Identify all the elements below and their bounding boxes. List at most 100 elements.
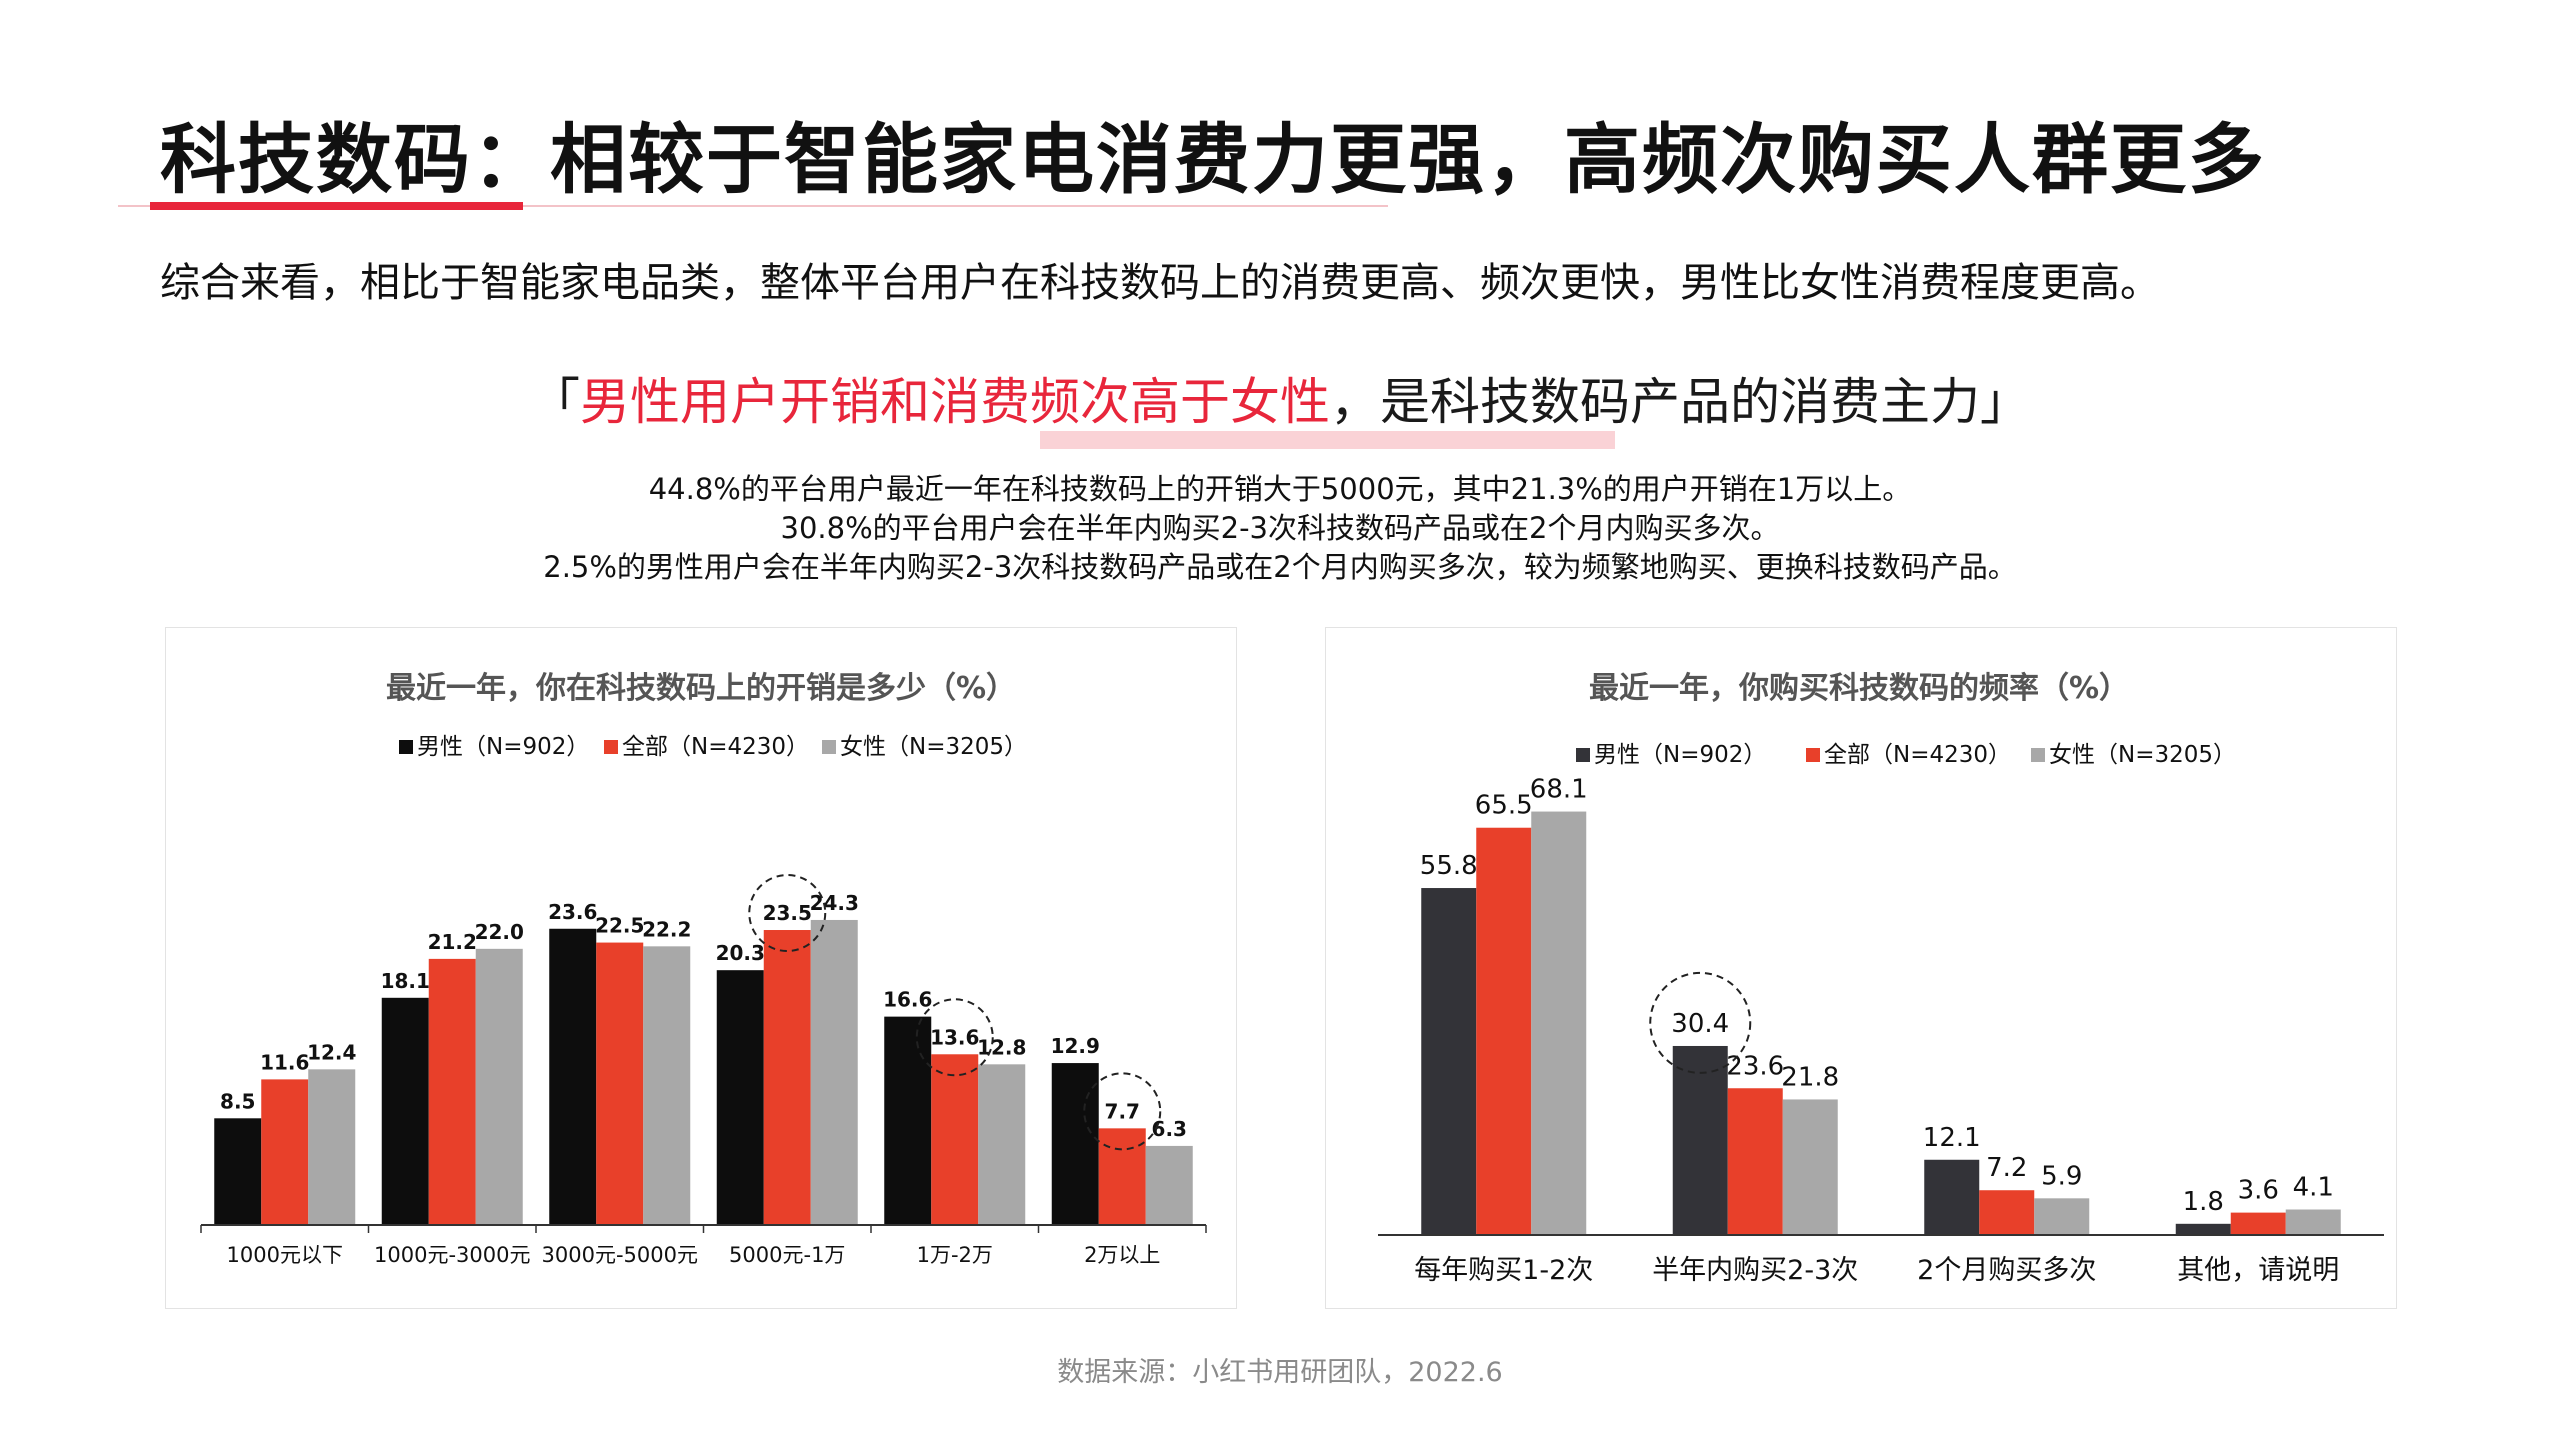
data-label: 18.1 xyxy=(381,969,430,993)
chart-title: 最近一年，你购买科技数码的频率（%） xyxy=(1589,671,2129,706)
title-accent-bar xyxy=(150,202,523,210)
bar xyxy=(810,919,858,1225)
frequency-chart-panel: 最近一年，你购买科技数码的频率（%） 男性（N=902） 全部（N=4230） 女性（… xyxy=(1325,627,2397,1309)
bar xyxy=(381,997,429,1225)
bar xyxy=(308,1069,356,1225)
legend-swatch xyxy=(1576,748,1590,762)
key-facts: 44.8%的平台用户最近一年在科技数码上的开销大于5000元，其中21.3%的用… xyxy=(0,470,2560,587)
key-quote: 「男性用户开销和消费频次高于女性，是科技数码产品的消费主力」 xyxy=(0,362,2560,434)
bar xyxy=(596,942,644,1225)
bar xyxy=(1727,1088,1783,1235)
bar xyxy=(2175,1223,2231,1235)
data-label: 1.8 xyxy=(2183,1187,2224,1217)
bar xyxy=(1531,811,1587,1235)
data-label: 12.1 xyxy=(1923,1123,1981,1153)
data-label: 65.5 xyxy=(1475,791,1533,821)
spending-chart-panel: 最近一年，你在科技数码上的开销是多少（%） 男性（N=902） 全部（N=4230）… xyxy=(165,627,1237,1309)
data-label: 12.4 xyxy=(307,1040,356,1064)
bar xyxy=(1145,1145,1193,1225)
category-label: 1000元以下 xyxy=(227,1243,343,1267)
quote-open-bracket: 「 xyxy=(530,373,580,431)
summary-text: 综合来看，相比于智能家电品类，整体平台用户在科技数码上的消费更高、频次更快，男性… xyxy=(160,260,2160,306)
legend-swatch xyxy=(2031,748,2045,762)
data-label: 23.6 xyxy=(548,900,597,924)
quote-highlight-text: 男性用户开销和消费频次高于女性 xyxy=(580,373,1330,431)
legend-label: 全部（N=4230） xyxy=(1824,742,2011,768)
bar xyxy=(643,946,691,1225)
bar xyxy=(1979,1190,2035,1235)
data-label: 20.3 xyxy=(716,941,765,965)
data-label: 23.5 xyxy=(763,901,812,925)
data-label: 6.3 xyxy=(1152,1117,1187,1141)
data-label: 7.2 xyxy=(1986,1153,2027,1183)
legend-label: 女性（N=3205） xyxy=(840,734,1027,760)
bar xyxy=(2285,1209,2341,1235)
category-label: 1000元-3000元 xyxy=(374,1243,530,1267)
bar xyxy=(1782,1099,1838,1235)
fact-line: 44.8%的平台用户最近一年在科技数码上的开销大于5000元，其中21.3%的用… xyxy=(648,472,1912,506)
data-label: 12.9 xyxy=(1051,1034,1100,1058)
fact-line: 2.5%的男性用户会在半年内购买2-3次科技数码产品或在2个月内购买多次，较为频… xyxy=(543,550,2017,584)
data-label: 12.8 xyxy=(977,1035,1026,1059)
quote-close-bracket: 」 xyxy=(1980,373,2030,431)
bar xyxy=(1476,827,1532,1235)
bar xyxy=(1051,1063,1099,1225)
category-label: 2万以上 xyxy=(1084,1243,1160,1267)
bar xyxy=(2034,1198,2090,1235)
highlight-circle xyxy=(1649,971,1752,1074)
data-label: 68.1 xyxy=(1530,775,1588,805)
data-label: 13.6 xyxy=(930,1025,979,1049)
legend-label: 男性（N=902） xyxy=(417,734,589,760)
data-label: 30.4 xyxy=(1671,1009,1729,1039)
bar xyxy=(2230,1212,2286,1235)
data-label: 22.5 xyxy=(595,914,644,938)
page-title: 科技数码：相较于智能家电消费力更强，高频次购买人群更多 xyxy=(160,115,2266,204)
category-label: 5000元-1万 xyxy=(729,1243,845,1267)
bar xyxy=(1421,888,1477,1235)
chart-title: 最近一年，你在科技数码上的开销是多少（%） xyxy=(386,671,1016,706)
data-label: 23.6 xyxy=(1726,1051,1784,1081)
category-label: 半年内购买2-3次 xyxy=(1652,1255,1858,1286)
legend-swatch xyxy=(1806,748,1820,762)
data-label: 11.6 xyxy=(260,1050,309,1074)
quote-rest-text: ，是科技数码产品的消费主力 xyxy=(1330,373,1980,431)
data-label: 22.0 xyxy=(475,920,524,944)
bar xyxy=(261,1079,309,1225)
bar xyxy=(978,1064,1026,1225)
quote-highlight-bar xyxy=(1040,431,1615,449)
highlight-circle xyxy=(748,874,827,953)
spending-chart: 最近一年，你在科技数码上的开销是多少（%） 男性（N=902） 全部（N=4230）… xyxy=(200,671,1207,1267)
bar xyxy=(428,958,476,1225)
data-label: 21.2 xyxy=(428,930,477,954)
category-label: 每年购买1-2次 xyxy=(1414,1255,1593,1286)
bar xyxy=(884,1016,932,1225)
bar xyxy=(1924,1159,1980,1235)
data-label: 16.6 xyxy=(883,988,932,1012)
legend-swatch xyxy=(822,740,836,754)
title-divider xyxy=(118,205,1388,207)
bar xyxy=(549,928,597,1225)
data-label: 5.9 xyxy=(2041,1161,2082,1191)
category-label: 3000元-5000元 xyxy=(542,1243,698,1267)
bar xyxy=(1098,1128,1146,1225)
category-label: 1万-2万 xyxy=(917,1243,993,1267)
highlight-circle xyxy=(1083,1072,1162,1151)
legend-label: 女性（N=3205） xyxy=(2049,742,2236,768)
legend-swatch xyxy=(399,740,413,754)
bar xyxy=(931,1054,979,1225)
data-label: 22.2 xyxy=(642,917,691,941)
data-label: 21.8 xyxy=(1781,1062,1839,1092)
data-label: 55.8 xyxy=(1420,851,1478,881)
bar xyxy=(1672,1045,1728,1235)
data-label: 24.3 xyxy=(810,891,859,915)
frequency-chart: 最近一年，你购买科技数码的频率（%） 男性（N=902） 全部（N=4230） 女性（… xyxy=(1378,671,2384,1286)
bar xyxy=(475,948,523,1225)
fact-line: 30.8%的平台用户会在半年内购买2-3次科技数码产品或在2个月内购买多次。 xyxy=(780,511,1780,545)
data-label: 7.7 xyxy=(1105,1099,1140,1123)
legend-label: 男性（N=902） xyxy=(1594,742,1766,768)
bar xyxy=(214,1118,262,1225)
legend-swatch xyxy=(604,740,618,754)
category-label: 其他，请说明 xyxy=(2177,1255,2339,1286)
bar xyxy=(716,970,764,1225)
data-label: 4.1 xyxy=(2293,1173,2334,1203)
